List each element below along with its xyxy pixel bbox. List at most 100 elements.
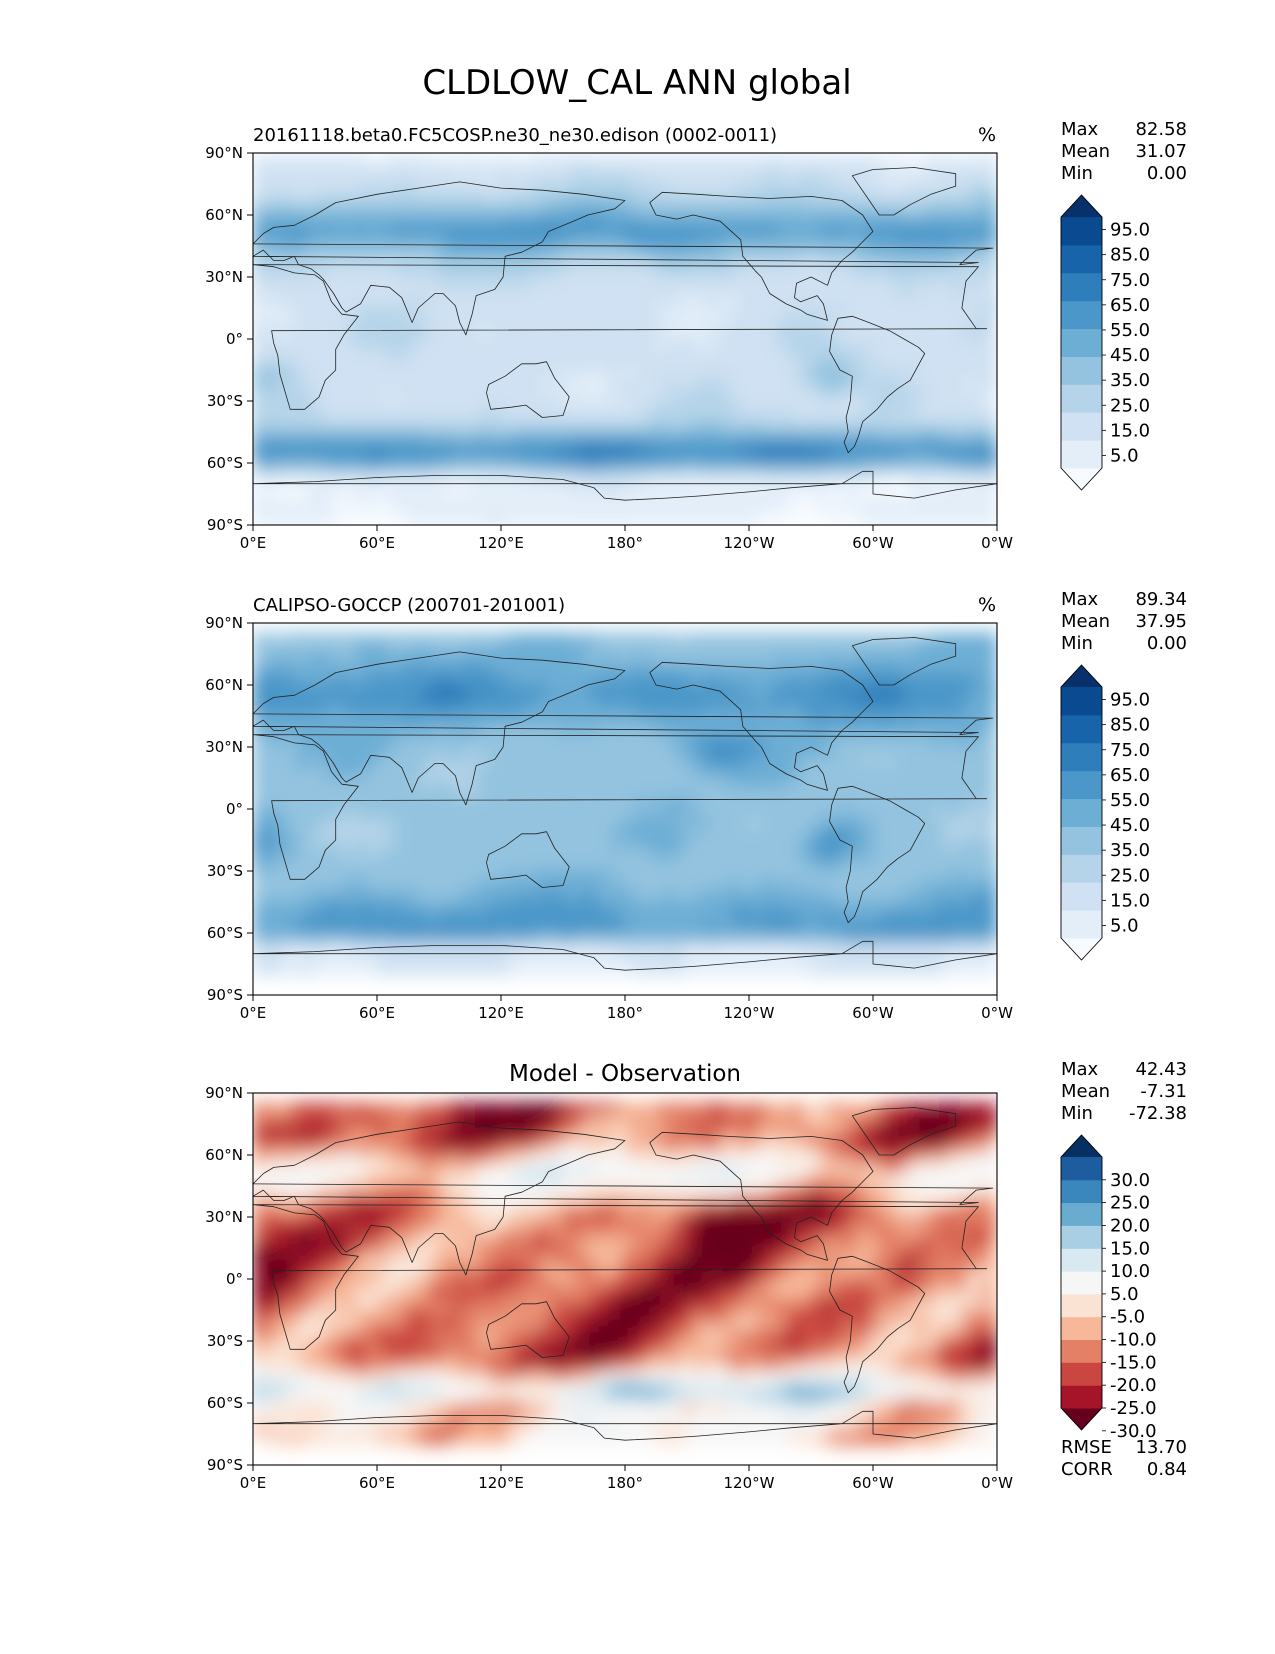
stat-value: 89.34 [1135,589,1187,610]
panel-title: Model - Observation [509,1061,741,1087]
colorbar-bin [1061,384,1102,412]
x-tick-label: 60°W [852,1004,894,1022]
colorbar-bin [1061,771,1102,799]
colorbar-extend-min [1061,938,1102,960]
stat-label: Mean [1061,141,1110,162]
x-tick-label: 0°W [981,534,1013,552]
colorbar-label: 55.0 [1110,320,1150,341]
field-shading [252,623,998,995]
map-panel-2: CALIPSO-GOCCP (200701-201001)% 90°N 60°N 30… [205,589,1187,1022]
y-tick-label: 30°S [207,862,243,880]
colorbar-bin [1061,273,1102,301]
y-tick-label: 30°N [205,268,243,286]
colorbar-label: 5.0 [1110,1284,1139,1305]
stat-label: Max [1061,589,1099,610]
colorbar-bin [1061,799,1102,827]
colorbar: 30.025.020.015.010.05.0-5.0-10.0-15.0-20… [1061,1135,1157,1442]
colorbar-label: 25.0 [1110,395,1150,416]
colorbar-label: 15.0 [1110,1238,1150,1259]
stat-label: CORR [1061,1459,1113,1480]
colorbar-bin [1061,743,1102,771]
map-panel-3: Model - Observation90°N60°N30°N0°30°S60°… [205,1059,1187,1492]
x-tick-label: 0°E [240,1004,267,1022]
x-tick-label: 120°E [478,1474,524,1492]
colorbar-label: -5.0 [1110,1307,1145,1328]
stat-label: Min [1061,163,1093,184]
colorbar-bin [1061,910,1102,938]
stat-label: Min [1061,633,1093,654]
field-shading [252,1093,998,1465]
y-tick-label: 30°N [205,1208,243,1226]
x-tick-label: 180° [607,1004,643,1022]
y-tick-label: 0° [226,330,243,348]
colorbar-bin [1061,854,1102,882]
x-tick-label: 60°E [359,534,395,552]
stat-label: Mean [1061,1081,1110,1102]
colorbar-label: 95.0 [1110,220,1150,241]
colorbar-bin [1061,1248,1102,1271]
colorbar-label: 55.0 [1110,790,1150,811]
colorbar-label: -10.0 [1110,1330,1157,1351]
stat-value: 82.58 [1135,119,1187,140]
y-tick-label: 60°N [205,1146,243,1164]
map-panel-1: 20161118.beta0.FC5COSP.ne30_ne30.edison … [205,119,1187,552]
x-tick-label: 0°E [240,534,267,552]
colorbar-bin [1061,440,1102,468]
stat-label: Mean [1061,611,1110,632]
colorbar-label: -30.0 [1110,1421,1157,1442]
x-tick-label: 120°E [478,1004,524,1022]
colorbar-bin [1061,1180,1102,1203]
colorbar-bin [1061,1362,1102,1385]
colorbar-label: 65.0 [1110,295,1150,316]
colorbar-extend-max [1061,1135,1102,1157]
y-tick-label: 30°S [207,392,243,410]
x-tick-label: 60°E [359,1004,395,1022]
colorbar-bin [1061,1294,1102,1317]
colorbar-bin [1061,687,1102,715]
colorbar-label: 65.0 [1110,765,1150,786]
y-tick-label: 30°N [205,738,243,756]
x-tick-label: 0°W [981,1004,1013,1022]
colorbar-label: 45.0 [1110,815,1150,836]
y-tick-label: 0° [226,1270,243,1288]
field-cells [252,152,998,526]
colorbar-label: 30.0 [1110,1170,1150,1191]
colorbar-label: 5.0 [1110,445,1139,466]
colorbar-label: 5.0 [1110,915,1139,936]
units-label: % [978,594,996,616]
y-tick-label: 30°S [207,1332,243,1350]
x-tick-label: 180° [607,534,643,552]
colorbar-label: 85.0 [1110,715,1150,736]
y-tick-label: 90°S [207,1456,243,1474]
colorbar-bin [1061,356,1102,384]
x-tick-label: 120°W [724,534,775,552]
colorbar-label: -25.0 [1110,1398,1157,1419]
colorbar-bin [1061,245,1102,273]
colorbar-label: 95.0 [1110,690,1150,711]
y-tick-label: 90°S [207,516,243,534]
stat-label: Max [1061,1059,1099,1080]
y-tick-label: 60°N [205,676,243,694]
panel-title: CALIPSO-GOCCP (200701-201001) [253,595,565,616]
x-tick-label: 120°E [478,534,524,552]
colorbar-bin [1061,1157,1102,1180]
colorbar-bin [1061,301,1102,329]
stat-label: Max [1061,119,1099,140]
colorbar-bin [1061,826,1102,854]
stat-value: 42.43 [1135,1059,1187,1080]
colorbar-label: 75.0 [1110,740,1150,761]
colorbar-label: 20.0 [1110,1215,1150,1236]
colorbar-label: 35.0 [1110,370,1150,391]
x-tick-label: 60°E [359,1474,395,1492]
y-tick-label: 90°S [207,986,243,1004]
colorbar-label: 75.0 [1110,270,1150,291]
colorbar-bin [1061,1203,1102,1226]
colorbar-extend-max [1061,665,1102,687]
y-tick-label: 90°N [205,614,243,632]
stat-label: Min [1061,1103,1093,1124]
y-tick-label: 60°S [207,1394,243,1412]
colorbar-bin [1061,1385,1102,1408]
colorbar-label: 10.0 [1110,1261,1150,1282]
colorbar-bin [1061,329,1102,357]
x-tick-label: 180° [607,1474,643,1492]
